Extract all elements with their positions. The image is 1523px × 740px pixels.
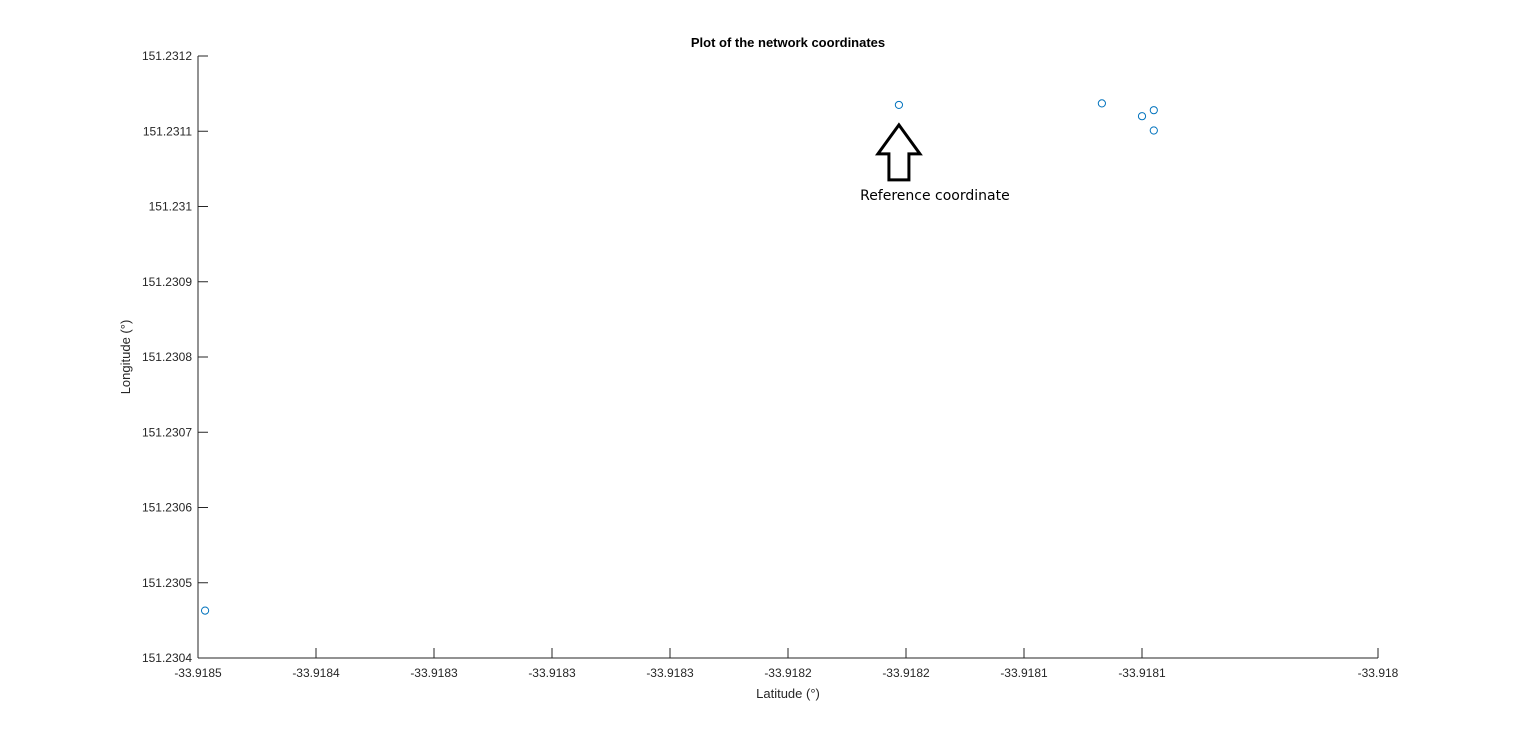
y-tick-label: 151.231 <box>149 200 193 214</box>
y-tick-label: 151.2311 <box>143 124 192 138</box>
y-tick-label: 151.2309 <box>142 275 192 289</box>
data-point <box>894 100 904 110</box>
x-tick-label: -33.9183 <box>646 666 694 680</box>
y-axis-ticks: 151.2304 151.2305 151.2306 151.2307 151.2308… <box>142 49 208 665</box>
x-tick-label: -33.9183 <box>528 666 576 680</box>
x-tick-label: -33.9182 <box>882 666 930 680</box>
y-tick-label: 151.2308 <box>142 350 192 364</box>
annotation-label: Reference coordinate <box>860 188 1010 204</box>
x-tick-label: -33.9181 <box>1118 666 1166 680</box>
x-tick-label: -33.9182 <box>764 666 812 680</box>
data-point <box>200 606 210 615</box>
y-tick-label: 151.2305 <box>142 576 192 590</box>
up-arrow-icon <box>874 122 923 182</box>
x-tick-label: -33.9183 <box>410 666 458 680</box>
y-tick-label: 151.2304 <box>142 651 192 665</box>
chart-title: Plot of the network coordinates <box>691 35 885 50</box>
data-point <box>1149 126 1158 135</box>
axes <box>197 56 1378 659</box>
data-point <box>1097 99 1106 108</box>
y-tick-label: 151.2306 <box>142 501 192 515</box>
x-tick-label: -33.9184 <box>292 666 340 680</box>
annotation: Reference coordinate <box>860 122 1010 204</box>
data-point <box>1137 112 1147 121</box>
data-point <box>1149 106 1158 115</box>
data-points <box>200 99 1158 615</box>
y-axis-label: Longitude (°) <box>118 320 133 395</box>
x-axis-label: Latitude (°) <box>756 686 820 701</box>
y-tick-label: 151.2307 <box>142 425 192 439</box>
y-tick-label: 151.2312 <box>142 49 192 63</box>
x-tick-label: -33.918 <box>1358 666 1399 680</box>
x-tick-label: -33.9185 <box>174 666 222 680</box>
x-axis-ticks: -33.9185 -33.9184 -33.9183 -33.9183 -33.9183… <box>174 648 1399 680</box>
x-tick-label: -33.9181 <box>1000 666 1048 680</box>
